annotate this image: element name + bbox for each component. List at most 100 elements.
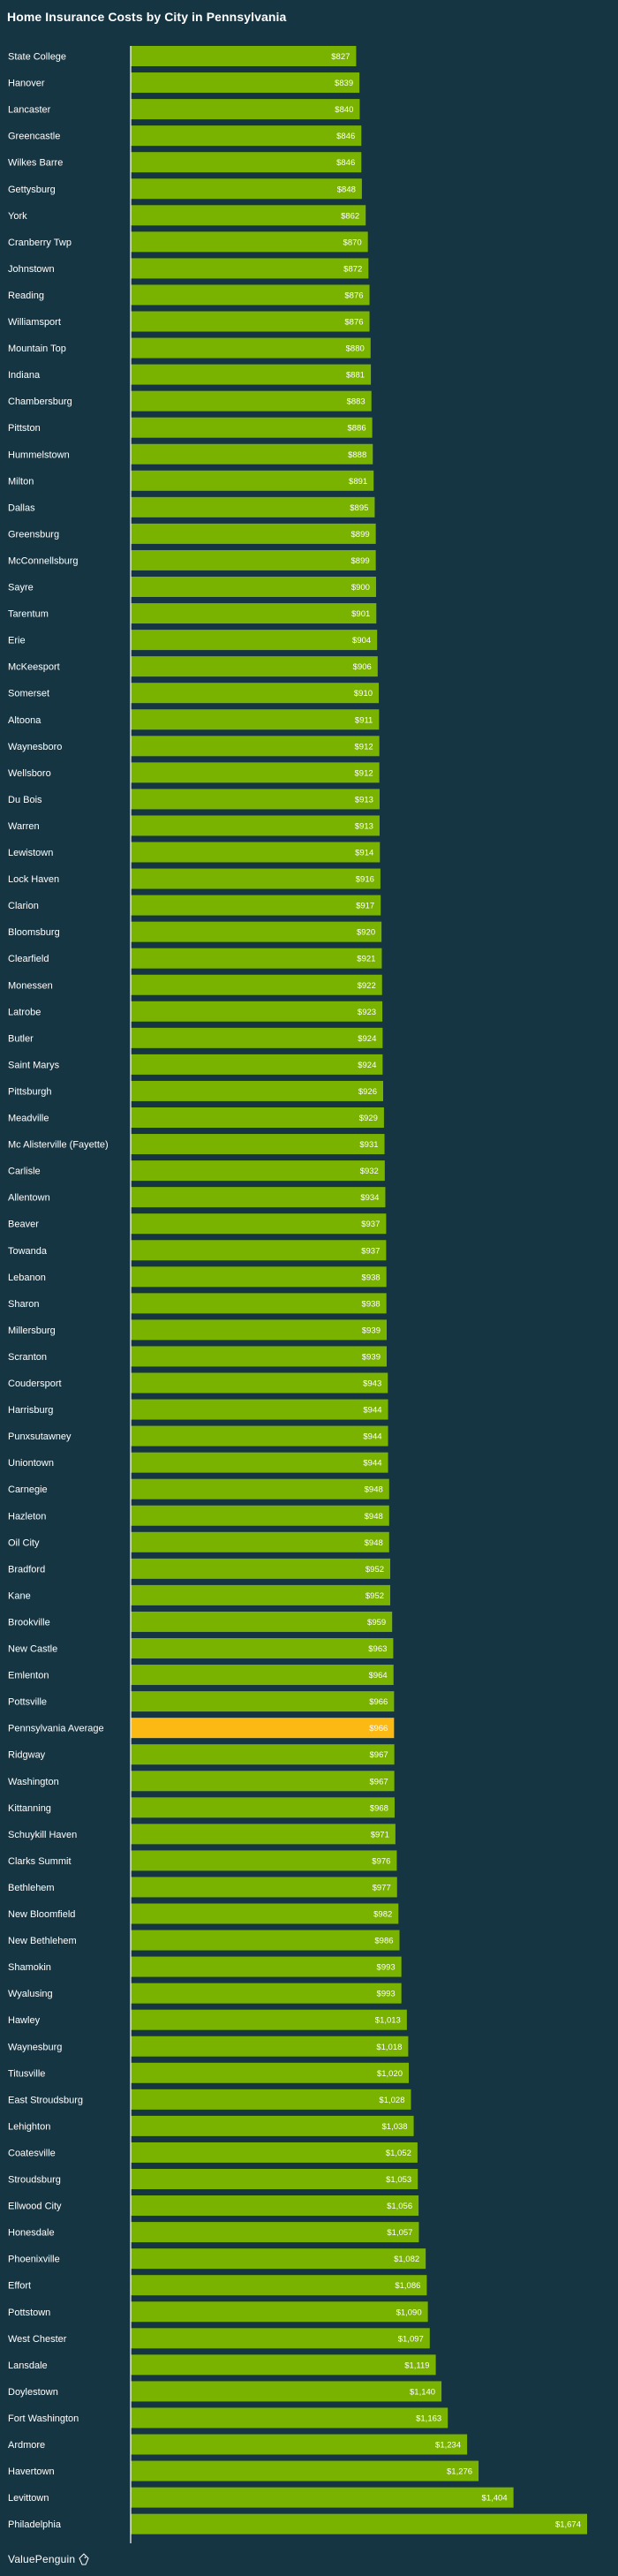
- value-label: $891: [349, 477, 367, 487]
- bar: [131, 815, 380, 836]
- bar-row: Bradford $952: [8, 1558, 391, 1579]
- category-label: New Bloomfield: [8, 1909, 75, 1920]
- bar-row: New Castle $963: [8, 1638, 394, 1658]
- value-label: $944: [363, 1432, 381, 1442]
- bar: [131, 1531, 389, 1552]
- category-label: Honesdale: [8, 2228, 55, 2239]
- bar: [131, 868, 381, 889]
- value-label: $929: [359, 1114, 378, 1123]
- category-label: McConnellsburg: [8, 555, 78, 566]
- value-label: $937: [361, 1220, 380, 1229]
- bar: [131, 1877, 397, 1898]
- bar: [131, 2195, 419, 2217]
- bar-row: Hummelstown $888: [8, 443, 373, 465]
- bar: [131, 1771, 395, 1792]
- category-label: Hummelstown: [8, 449, 70, 460]
- bar-row: Doylestown $1,140: [8, 2381, 442, 2402]
- value-label: $910: [354, 689, 373, 699]
- bar: [131, 1293, 387, 1314]
- bar-row: State College $827: [8, 46, 357, 66]
- bar-row: Milton $891: [8, 470, 374, 491]
- bar-row: Bloomsburg $920: [8, 921, 382, 942]
- bar: [131, 1054, 383, 1075]
- bar: [131, 1691, 395, 1712]
- category-label: Pittston: [8, 423, 41, 434]
- category-label: Chambersburg: [8, 397, 72, 407]
- bar-row: New Bethlehem $986: [8, 1930, 400, 1951]
- category-label: Clearfield: [8, 954, 49, 964]
- value-label: $1,020: [377, 2069, 403, 2079]
- bar-row: Mountain Top $880: [8, 337, 371, 359]
- value-label: $944: [363, 1406, 381, 1416]
- bar-row: Kane $952: [8, 1584, 391, 1605]
- category-label: Lewistown: [8, 848, 53, 858]
- value-label: $1,052: [386, 2149, 411, 2158]
- value-label: $1,674: [555, 2520, 581, 2530]
- category-label: Allentown: [8, 1193, 50, 1204]
- bar: [131, 1266, 387, 1288]
- value-label: $913: [355, 795, 373, 805]
- bar: [131, 762, 380, 783]
- brand-footer: ValuePenguin: [8, 2553, 90, 2565]
- bar: [131, 1956, 402, 1977]
- bar-row: Harrisburg $944: [8, 1399, 388, 1420]
- value-label: $912: [355, 742, 373, 752]
- bar: [131, 2381, 442, 2402]
- bar-row: Lancaster $840: [8, 99, 360, 120]
- category-label: Lock Haven: [8, 874, 59, 885]
- bar-row: Emlenton $964: [8, 1665, 394, 1686]
- category-label: Du Bois: [8, 795, 42, 805]
- category-label: McKeesport: [8, 662, 60, 673]
- bar: [131, 1584, 391, 1605]
- category-label: Philadelphia: [8, 2519, 62, 2530]
- bar-row: Dallas $895: [8, 496, 375, 517]
- category-label: Brookville: [8, 1617, 50, 1628]
- category-label: Wellsboro: [8, 768, 51, 779]
- bar: [131, 1824, 396, 1845]
- bar-row: Bethlehem $977: [8, 1877, 397, 1898]
- value-label: $1,234: [435, 2441, 461, 2451]
- value-label: $883: [347, 397, 366, 407]
- bar: [131, 1160, 385, 1182]
- category-label: Pottsville: [8, 1697, 47, 1708]
- value-label: $993: [377, 1963, 396, 1973]
- category-label: Coudersport: [8, 1379, 62, 1389]
- category-label: Ellwood City: [8, 2202, 62, 2212]
- bar: [131, 1850, 397, 1871]
- category-label: State College: [8, 52, 66, 63]
- bar-row: Lansdale $1,119: [8, 2354, 436, 2376]
- bar-row: Fort Washington $1,163: [8, 2407, 448, 2429]
- category-label: Hawley: [8, 2015, 41, 2026]
- category-label: Waynesboro: [8, 742, 62, 752]
- bar-row: Wyalusing $993: [8, 1983, 402, 2004]
- value-label: $848: [337, 185, 356, 194]
- category-label: Warren: [8, 821, 40, 832]
- bar-row: Pottsville $966: [8, 1691, 395, 1712]
- bar: [131, 99, 360, 120]
- bar-row: Phoenixville $1,082: [8, 2248, 426, 2270]
- category-label: Ridgway: [8, 1750, 46, 1761]
- bar: [131, 2434, 468, 2455]
- bar: [131, 46, 357, 66]
- bar-row: Ellwood City $1,056: [8, 2195, 419, 2217]
- bar-row: McConnellsburg $899: [8, 549, 376, 570]
- bar-row: Lock Haven $916: [8, 868, 381, 889]
- penguin-logo-icon: [78, 2553, 90, 2565]
- bar: [131, 337, 371, 359]
- category-label: Beaver: [8, 1220, 39, 1230]
- value-label: $932: [360, 1167, 379, 1176]
- value-label: $899: [351, 556, 370, 566]
- bar: [131, 2142, 418, 2163]
- bar: [131, 258, 369, 279]
- bar-row: Greensburg $899: [8, 523, 376, 544]
- bar: [131, 1027, 383, 1048]
- bar-row: Somerset $910: [8, 683, 380, 704]
- bar: [131, 311, 370, 332]
- value-label: $1,028: [379, 2096, 404, 2105]
- bar-row: Williamsport $876: [8, 311, 370, 332]
- bar: [131, 417, 373, 438]
- value-label: $904: [352, 636, 371, 646]
- bar-row: Hazleton $948: [8, 1505, 389, 1526]
- category-label: Bradford: [8, 1564, 45, 1575]
